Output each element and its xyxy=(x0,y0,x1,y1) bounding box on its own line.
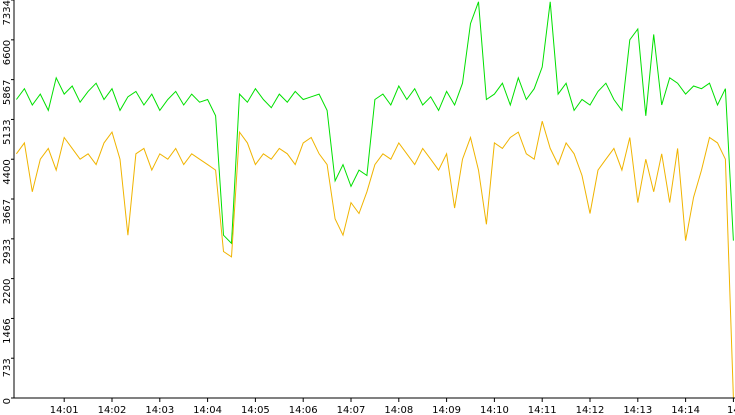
x-tick-label: 14:03 xyxy=(145,405,174,415)
y-tick-label: 2200 xyxy=(2,279,13,304)
x-tick-label: 14:14 xyxy=(671,405,700,415)
x-tick-label: 14:08 xyxy=(384,405,413,415)
y-tick-label: 4400 xyxy=(2,159,13,184)
y-tick-label: 0 xyxy=(2,398,13,404)
x-tick-label: 14:13 xyxy=(623,405,652,415)
x-tick-label: 14:10 xyxy=(480,405,509,415)
x-tick-label: 14:01 xyxy=(50,405,79,415)
x-tick-label: 14:04 xyxy=(193,405,222,415)
x-tick-label: 14:12 xyxy=(576,405,605,415)
x-tick-label: 14:07 xyxy=(337,405,366,415)
x-tick-label: 14 xyxy=(727,405,735,415)
series-line xyxy=(15,1,734,245)
y-tick-label: 2933 xyxy=(2,239,13,264)
y-tick-label: 6600 xyxy=(2,40,13,65)
x-tick-label: 14:06 xyxy=(289,405,318,415)
x-tick-label: 14:11 xyxy=(528,405,557,415)
y-tick-label: 7334 xyxy=(2,0,13,25)
y-tick-label: 1466 xyxy=(2,318,13,343)
x-tick-label: 14:05 xyxy=(241,405,270,415)
x-tick-label: 14:02 xyxy=(98,405,127,415)
y-tick-label: 733 xyxy=(2,358,13,377)
series-line xyxy=(15,121,734,399)
x-tick-label: 14:09 xyxy=(432,405,461,415)
y-tick-label: 3667 xyxy=(2,199,13,224)
y-tick-label: 5133 xyxy=(2,119,13,144)
y-tick-label: 5867 xyxy=(2,80,13,105)
